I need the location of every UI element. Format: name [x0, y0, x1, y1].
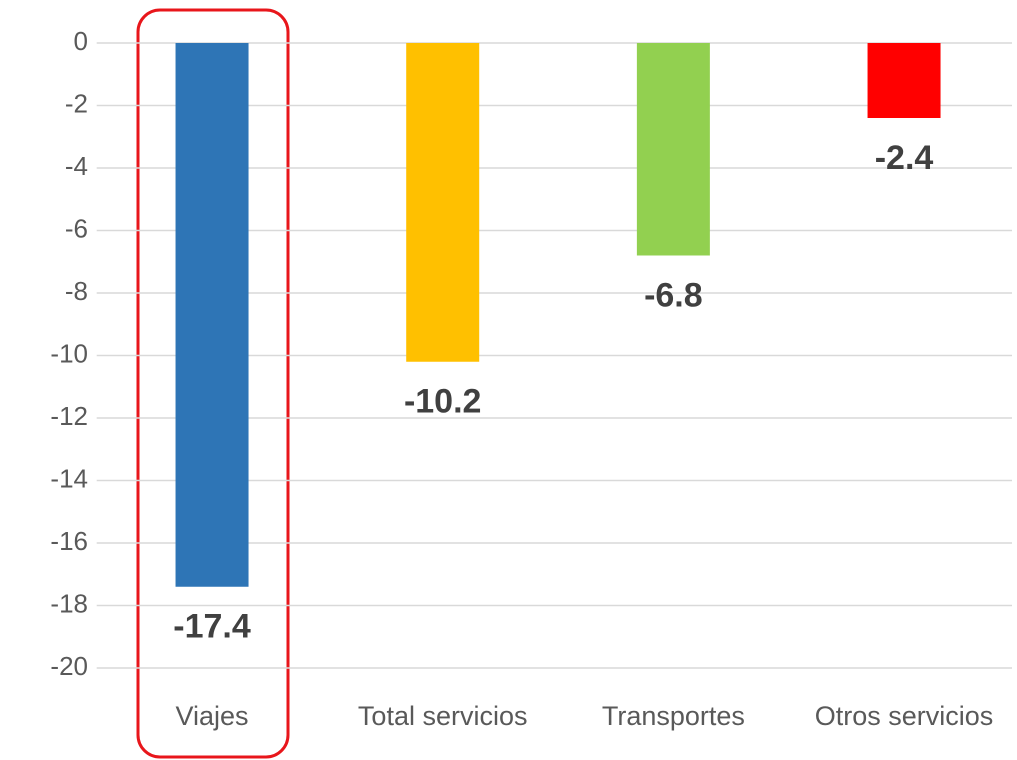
y-tick-label: 0	[74, 26, 88, 56]
bar	[406, 43, 480, 362]
y-tick-label: -4	[65, 151, 88, 181]
y-tick-label: -2	[65, 88, 88, 118]
x-tick-label: Transportes	[602, 701, 745, 731]
x-tick-label: Viajes	[176, 701, 249, 731]
bar	[175, 43, 249, 587]
y-tick-label: -16	[50, 526, 88, 556]
y-tick-label: -20	[50, 651, 88, 681]
data-label: -2.4	[875, 139, 934, 177]
y-tick-label: -6	[65, 213, 88, 243]
data-label: -6.8	[644, 276, 703, 314]
y-tick-label: -18	[50, 588, 88, 618]
y-tick-label: -14	[50, 463, 88, 493]
y-tick-label: -10	[50, 338, 88, 368]
bar	[867, 43, 941, 118]
data-label: -10.2	[404, 383, 482, 421]
y-tick-label: -8	[65, 276, 88, 306]
x-tick-label: Otros servicios	[815, 701, 994, 731]
highlight-box	[136, 8, 290, 759]
bar	[636, 43, 710, 256]
x-tick-label: Total servicios	[358, 701, 528, 731]
data-label: -17.4	[173, 608, 251, 646]
y-tick-label: -12	[50, 401, 88, 431]
